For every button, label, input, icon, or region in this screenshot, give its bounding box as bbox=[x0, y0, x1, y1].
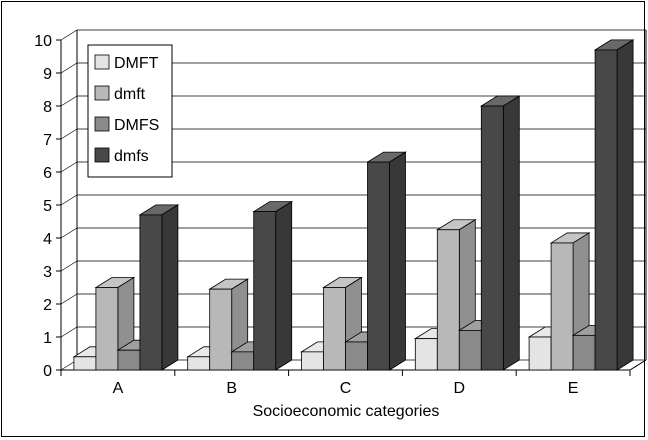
y-tick-label: 4 bbox=[43, 231, 52, 248]
gridline-diagonal bbox=[60, 95, 78, 107]
gridline-diagonal bbox=[60, 326, 78, 338]
bar-front bbox=[345, 341, 368, 371]
legend-swatch bbox=[94, 147, 110, 163]
gridline-diagonal bbox=[60, 29, 78, 41]
bar-front bbox=[458, 329, 482, 371]
x-axis-label: Socioeconomic categories bbox=[253, 403, 440, 420]
bars-layer bbox=[72, 39, 635, 371]
floor-edge bbox=[629, 359, 647, 371]
bar-front bbox=[323, 287, 346, 371]
bar-front bbox=[480, 105, 504, 371]
bar-front bbox=[73, 356, 97, 371]
gridline-diagonal bbox=[60, 227, 78, 239]
bar-front bbox=[528, 336, 552, 371]
bar-front bbox=[436, 229, 460, 371]
x-tick-label: B bbox=[226, 380, 237, 397]
bar bbox=[366, 151, 407, 371]
bar-front bbox=[187, 356, 211, 371]
x-axis-ticks: A B C D E bbox=[60, 370, 631, 397]
bar-side bbox=[161, 204, 179, 371]
gridline-diagonal bbox=[60, 194, 78, 206]
y-tick-label: 1 bbox=[43, 330, 52, 347]
y-tick-label: 3 bbox=[43, 264, 52, 281]
legend: DMFT dmft DMFS dmfs bbox=[87, 44, 173, 178]
y-tick-label: 8 bbox=[43, 99, 52, 116]
bar bbox=[252, 200, 294, 371]
y-tick-label: 10 bbox=[34, 33, 52, 50]
bar-front bbox=[414, 338, 438, 371]
legend-swatch bbox=[94, 116, 110, 132]
legend-label: dmft bbox=[114, 86, 146, 103]
bar bbox=[479, 95, 521, 371]
gridline-diagonal bbox=[60, 128, 78, 140]
bar-side bbox=[616, 39, 634, 371]
y-tick-label: 2 bbox=[43, 297, 52, 314]
bar-front bbox=[95, 287, 119, 371]
y-tick-label: 9 bbox=[43, 66, 52, 83]
gridline-diagonal bbox=[60, 62, 78, 74]
bar bbox=[138, 204, 180, 371]
bar-front bbox=[139, 214, 163, 371]
gridline-diagonal bbox=[60, 293, 78, 305]
bar-side bbox=[502, 95, 520, 371]
legend-swatch bbox=[94, 85, 110, 101]
x-tick-label: E bbox=[568, 380, 579, 397]
gridline-diagonal bbox=[60, 161, 78, 173]
bar-front bbox=[209, 288, 233, 371]
bar-side bbox=[389, 151, 406, 371]
bar-side bbox=[275, 200, 293, 371]
bar-front bbox=[301, 351, 324, 371]
bar-front bbox=[594, 49, 618, 371]
x-tick-label: D bbox=[454, 380, 466, 397]
bar-front bbox=[550, 242, 574, 371]
bar-front bbox=[231, 351, 255, 371]
y-tick-label: 7 bbox=[43, 132, 52, 149]
x-tick-label: C bbox=[340, 380, 352, 397]
gridline-diagonal bbox=[60, 260, 78, 272]
bar bbox=[593, 39, 635, 371]
bar-front bbox=[572, 334, 596, 371]
y-tick-label: 6 bbox=[43, 165, 52, 182]
bar-front bbox=[253, 211, 277, 371]
legend-label: dmfs bbox=[114, 148, 149, 165]
legend-label: DMFT bbox=[114, 55, 159, 72]
y-axis-ticks: 0 1 2 3 4 5 6 7 8 9 10 bbox=[34, 33, 61, 380]
bar-front bbox=[117, 349, 141, 371]
bar-front bbox=[367, 161, 390, 371]
y-tick-label: 0 bbox=[43, 363, 52, 380]
x-tick-label: A bbox=[113, 380, 124, 397]
y-tick-label: 5 bbox=[43, 198, 52, 215]
legend-swatch bbox=[94, 54, 110, 70]
legend-label: DMFS bbox=[114, 117, 159, 134]
